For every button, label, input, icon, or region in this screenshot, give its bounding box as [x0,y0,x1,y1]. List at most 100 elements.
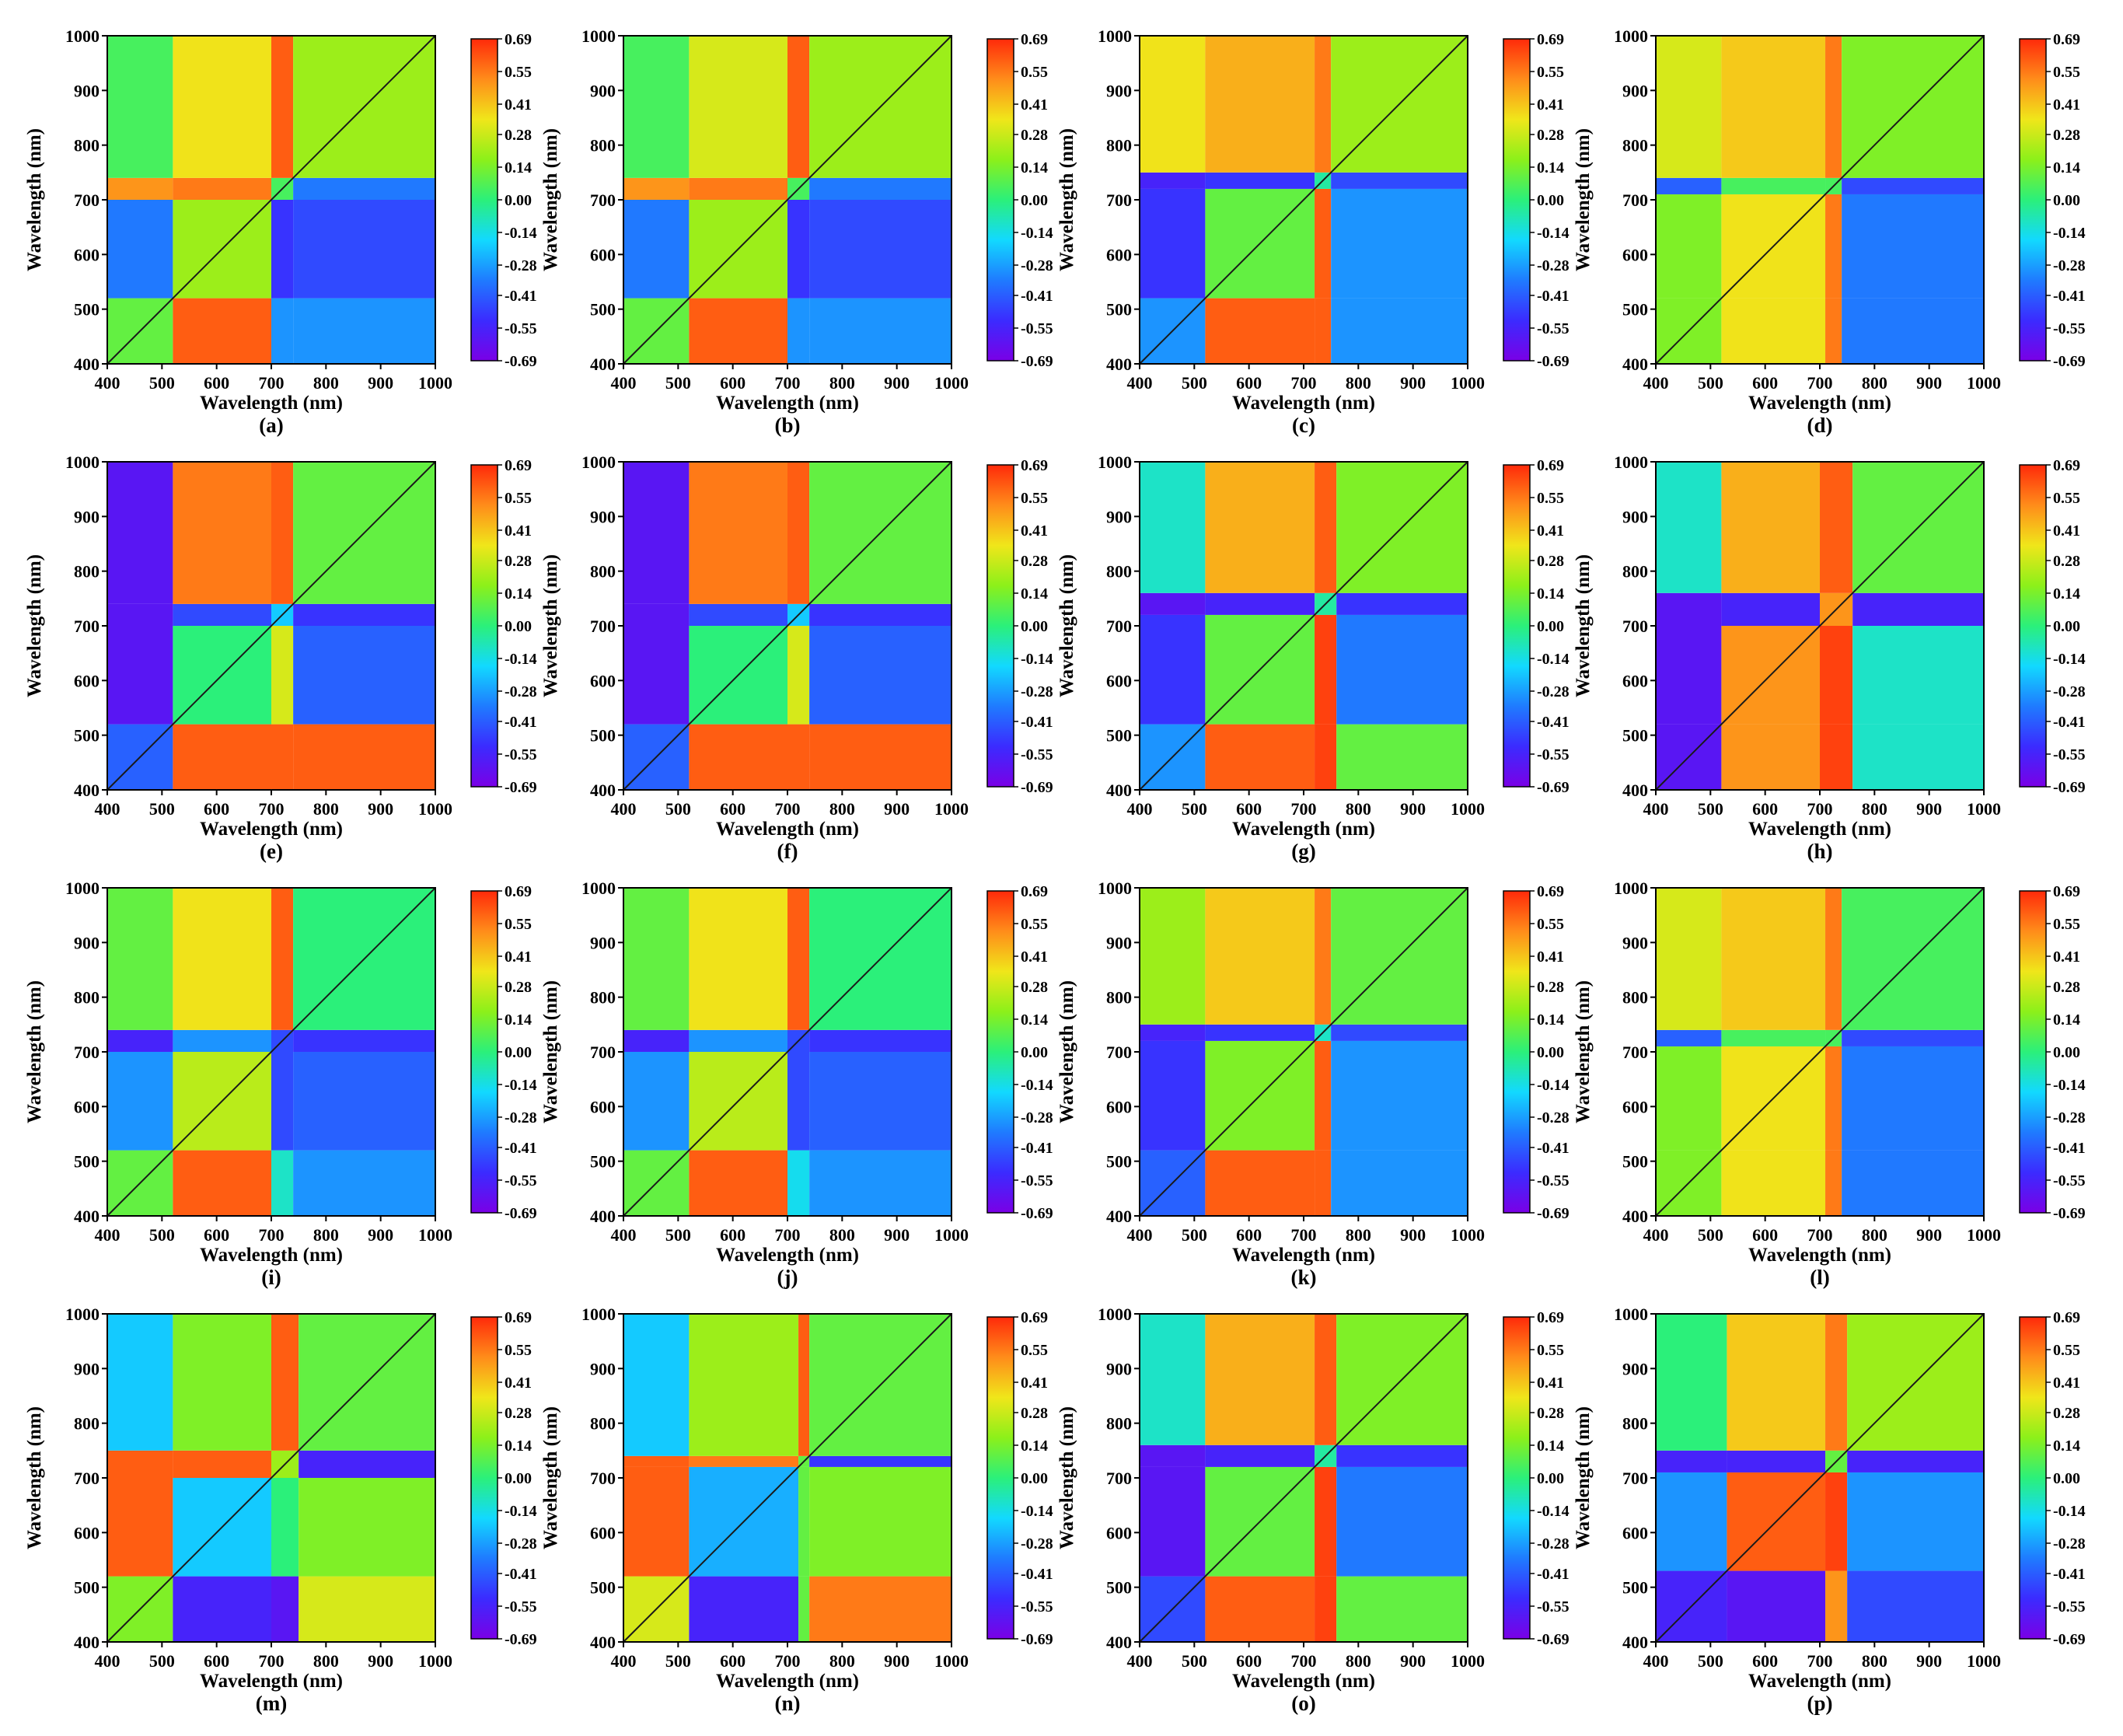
heatmap-cell [1727,1570,1826,1642]
heatmap-cell [1842,298,1984,364]
colorbar-tick-label: 0.55 [505,916,532,933]
colorbar-tick-label: 0.69 [1537,31,1564,48]
colorbar [1503,38,1531,362]
colorbar-tick-label: -0.14 [2053,225,2086,242]
heatmap-cell [787,1052,810,1151]
colorbar-tick-label: 0.41 [2053,522,2080,540]
heatmap-cell [1825,888,1842,1030]
heatmap-cell [1140,614,1206,725]
y-tick-label: 400 [1106,1207,1132,1226]
heatmap-cell [107,1029,173,1052]
y-axis-title: Wavelength (nm) [540,128,561,271]
x-axis-title: Wavelength (nm) [1232,393,1375,414]
heatmap-cell [689,603,787,626]
panel-label: (i) [261,1266,281,1289]
heatmap-cell [1656,1314,1727,1451]
diagonal-line [623,35,952,365]
colorbar-tick-label: 0.69 [2053,1309,2080,1326]
heatmap-cell [173,36,271,178]
heatmap-cell [293,1150,435,1216]
y-axis-title: Wavelength (nm) [1056,128,1077,271]
heatmap-cell [1820,462,1853,593]
colorbar-tick-label: 0.00 [1537,1044,1564,1061]
y-tick-label: 900 [590,933,616,952]
colorbar-tick-label: -0.55 [1021,746,1053,763]
colorbar-tick-label: 0.55 [2053,1342,2080,1359]
heatmap-cell [1721,298,1826,364]
heatmap-cell [1842,194,1984,299]
y-tick-label: 1000 [1614,878,1648,898]
heatmap-cell [173,1029,271,1052]
x-tick-label: 400 [1127,373,1153,393]
x-tick-label: 1000 [1967,799,2001,819]
heatmap-cell [623,1052,690,1151]
colorbar-tick-label: -0.28 [1021,1109,1053,1126]
heatmap-cell [1820,724,1853,790]
y-tick-label: 900 [74,81,100,100]
y-tick-label: 1000 [1614,452,1648,472]
heatmap-cell [107,603,173,626]
colorbar [986,464,1014,788]
heatmap-cell [798,1466,810,1577]
heatmap-cell [1315,298,1332,364]
x-tick-label: 900 [368,799,393,819]
y-tick-label: 700 [590,617,616,636]
y-axis-title: Wavelength (nm) [24,980,45,1123]
heatmap-cell [1852,592,1984,626]
colorbar-tick-label: -0.69 [1021,779,1053,796]
heatmap-cell [809,603,952,626]
x-tick-label: 1000 [934,1651,969,1671]
colorbar-tick-label: -0.41 [505,1566,537,1583]
colorbar-tick-label: 0.14 [2053,585,2080,603]
x-tick-label: 500 [1698,373,1723,393]
heatmap-cell [1205,592,1315,615]
y-tick-label: 500 [1106,1578,1132,1598]
heatmap-chart: 400 500 600 700 800 900 1000 400 500 600 700 800 900… [1056,878,1570,1289]
heatmap-cell [107,200,173,299]
x-axis-title: Wavelength (nm) [1232,819,1375,840]
y-tick-label: 800 [1106,562,1132,582]
x-tick-label: 600 [1236,373,1262,393]
y-tick-label: 700 [74,617,100,636]
colorbar-tick-label: -0.69 [1021,353,1053,370]
colorbar-tick-label: -0.69 [2053,1205,2086,1222]
heatmap-cell [271,724,294,790]
colorbar-tick-label: 0.41 [505,1374,532,1392]
x-tick-label: 400 [1643,373,1669,393]
y-tick-label: 700 [590,1469,616,1488]
colorbar-tick-label: 0.69 [1021,31,1048,48]
y-tick-label: 500 [1622,1578,1648,1598]
heatmap-cell [107,1314,173,1451]
heatmap-chart: 400 500 600 700 800 900 1000 400 500 600 700 800 900… [540,1305,1053,1715]
heatmap-cell [1656,888,1722,1030]
heatmap-cell [1315,724,1337,790]
x-tick-label: 900 [884,1651,910,1671]
y-tick-label: 600 [590,245,616,264]
colorbar-tick-label: 0.69 [1021,883,1048,900]
heatmap-cell [787,36,810,178]
heatmap-cell [809,1052,952,1151]
heatmap-cell [623,177,690,200]
colorbar-tick-label: 0.41 [1021,948,1048,966]
y-axis-title: Wavelength (nm) [540,1406,561,1549]
y-tick-label: 500 [590,726,616,746]
colorbar-tick-label: -0.28 [505,1109,537,1126]
colorbar-tick-label: -0.69 [505,353,537,370]
colorbar-tick-label: 0.00 [2053,192,2080,209]
heatmap-cell [1140,188,1206,299]
x-tick-label: 500 [1698,1651,1723,1671]
heatmap-cell [689,1029,787,1052]
heatmap-chart: 400 500 600 700 800 900 1000 400 500 600 700 800 900… [24,878,537,1289]
heatmap-cell [787,626,810,725]
x-tick-label: 1000 [1967,1651,2001,1671]
x-axis-title: Wavelength (nm) [1748,819,1891,840]
x-tick-label: 600 [1236,1651,1262,1671]
panel-label: (k) [1291,1266,1317,1289]
colorbar-tick-label: 0.14 [505,159,532,176]
x-tick-label: 400 [1643,1651,1669,1671]
colorbar-tick-label: -0.55 [1537,1598,1570,1615]
heatmap-cell [173,1150,271,1216]
colorbar-tick-label: 0.00 [1537,618,1564,635]
colorbar-tick-label: -0.14 [2053,1503,2086,1520]
colorbar-tick-label: 0.14 [1537,159,1564,176]
